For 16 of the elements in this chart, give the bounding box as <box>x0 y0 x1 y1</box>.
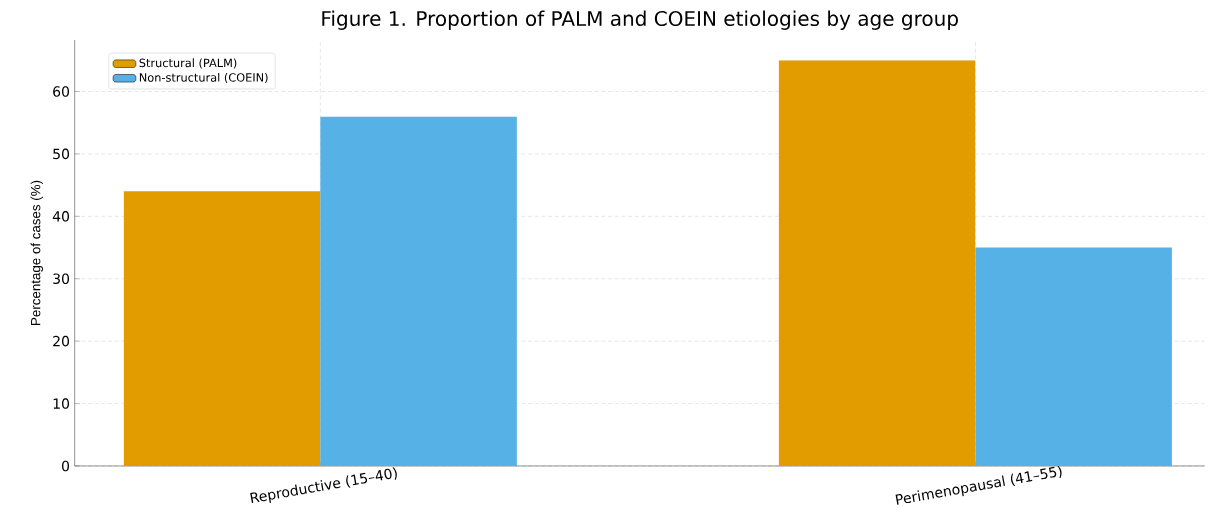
bar <box>123 191 321 466</box>
x-tick-label: Reproductive (15–40) <box>250 467 397 504</box>
y-tick-label: 10 <box>53 398 70 409</box>
y-tick-label: 60 <box>53 86 70 97</box>
legend-label: Non-structural (COEIN) <box>139 72 268 84</box>
y-axis-title: Percentage of cases (%) <box>30 180 43 325</box>
bar <box>975 247 1172 466</box>
bar <box>778 60 976 466</box>
y-tick-label: 40 <box>52 210 70 222</box>
y-tick-label: 30 <box>53 273 70 284</box>
y-tick-label: 50 <box>53 148 70 160</box>
bar <box>320 116 517 466</box>
y-tick-label: 0 <box>61 460 70 472</box>
chart-title: Figure 1. Proportion of PALM and COEIN etiologies by age group <box>322 10 958 30</box>
legend-label: Structural (PALM) <box>139 58 237 69</box>
y-tick-label: 20 <box>53 335 70 347</box>
